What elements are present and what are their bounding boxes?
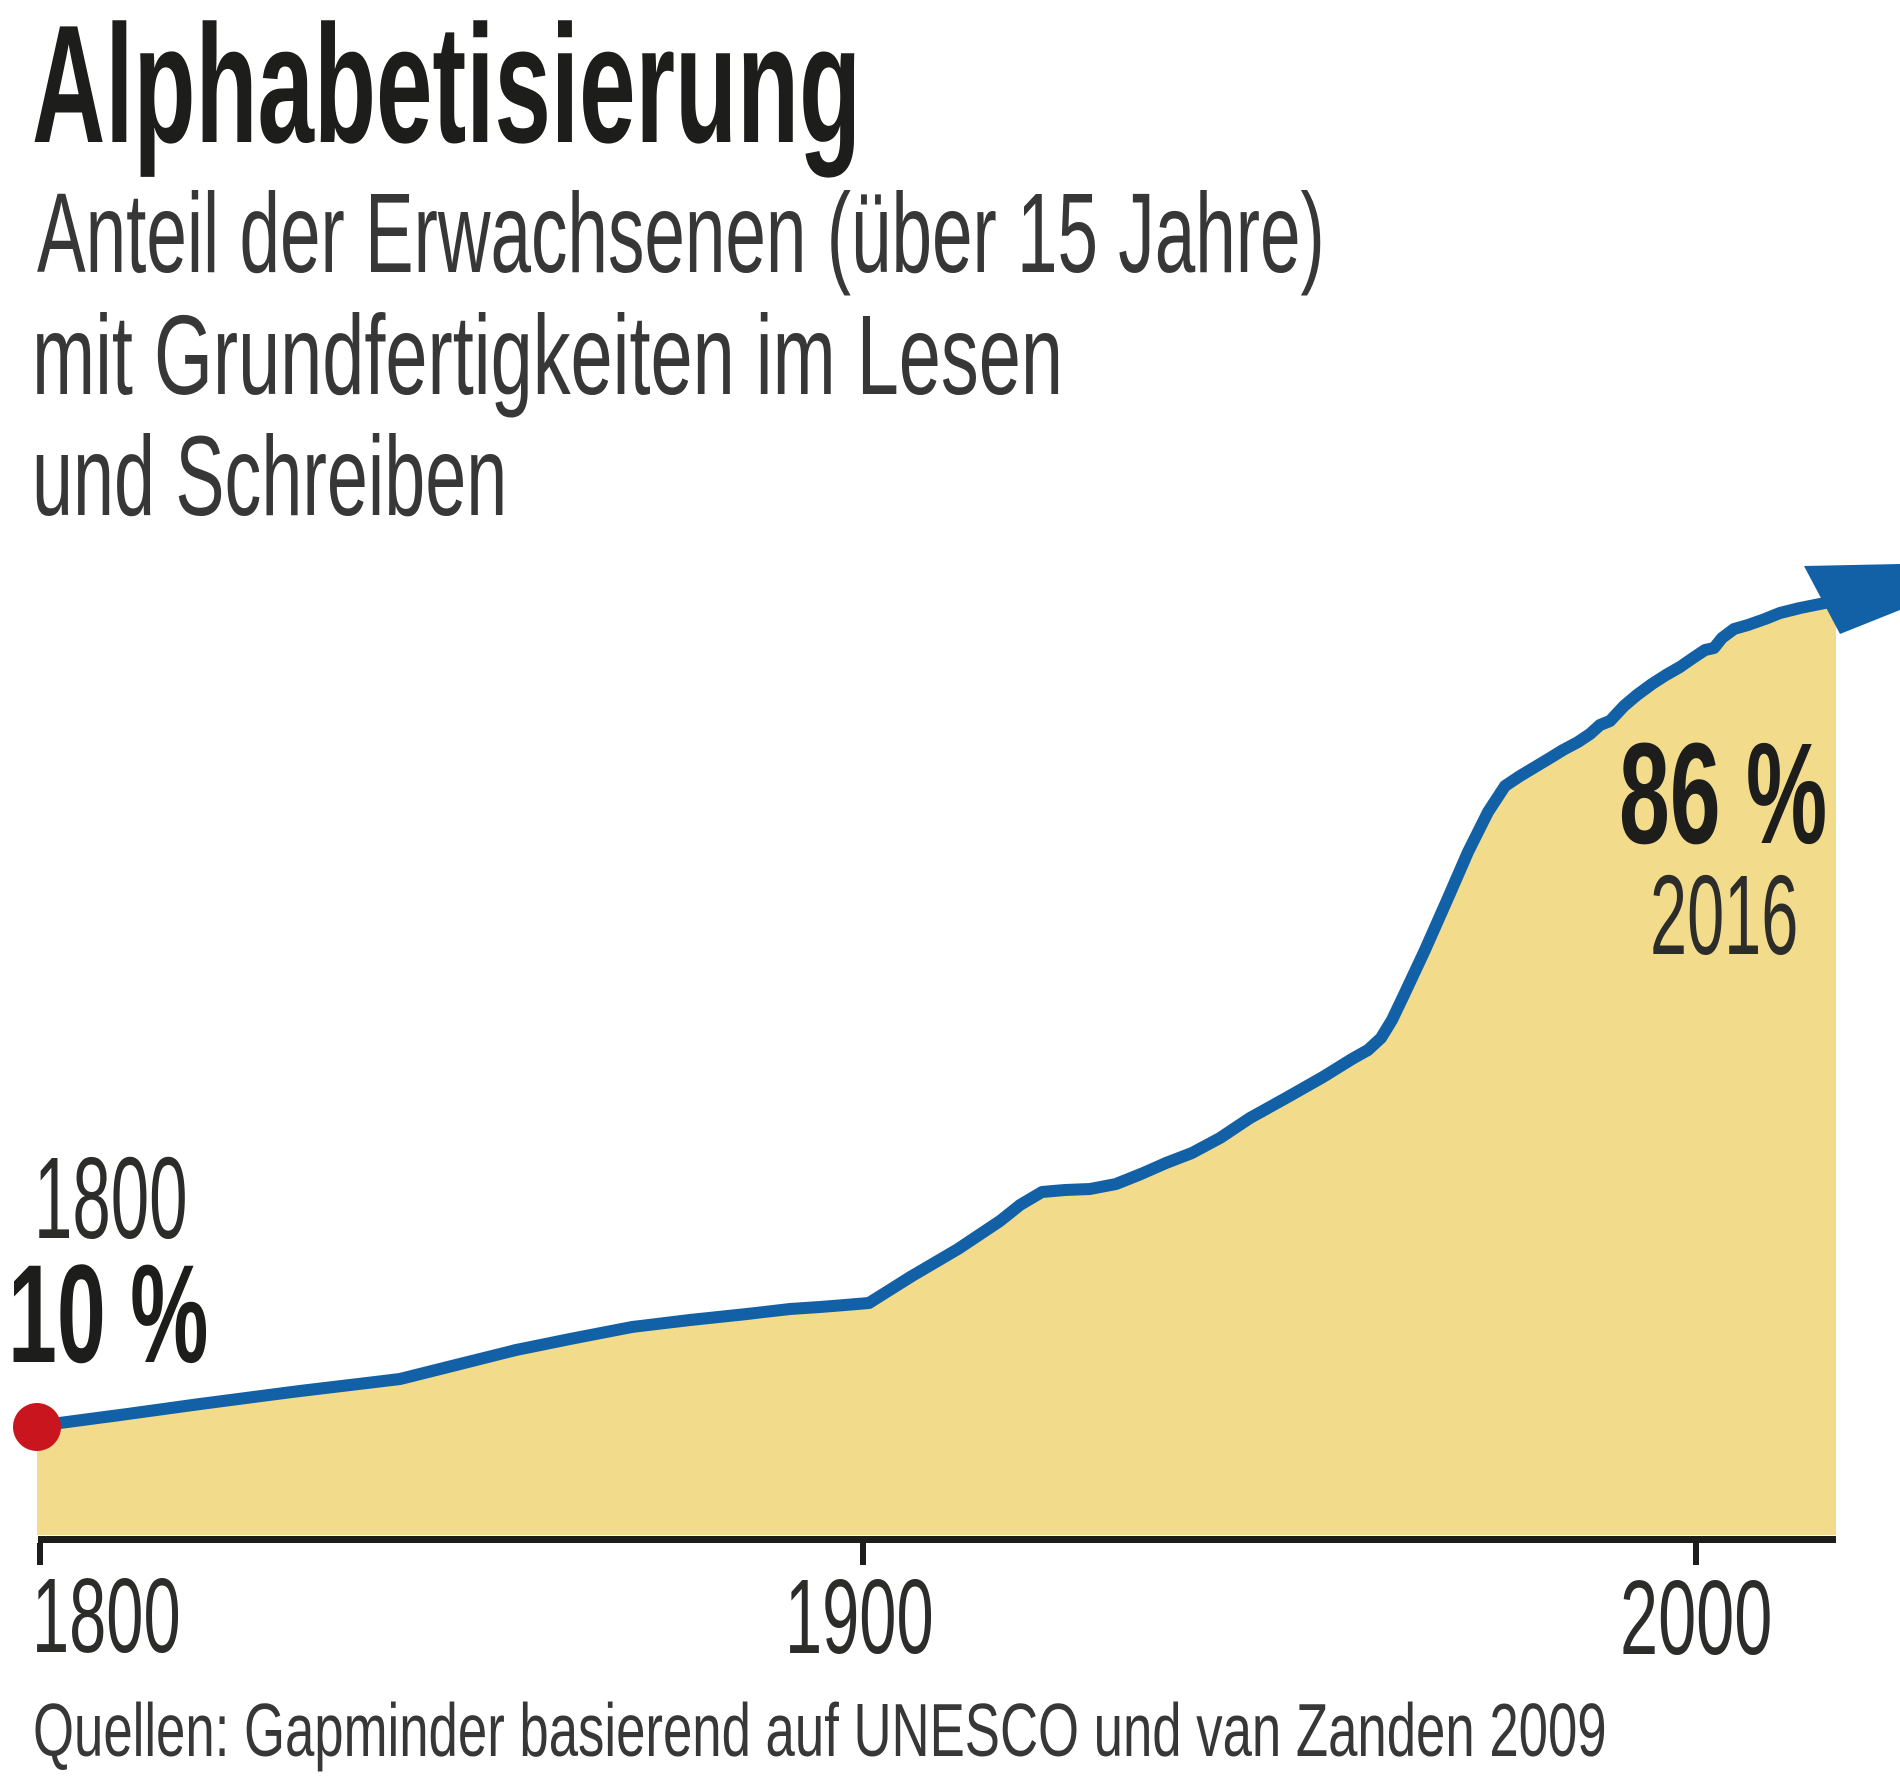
svg-text:2000: 2000 (1620, 1558, 1772, 1677)
svg-text:Alphabetisierung: Alphabetisierung (32, 0, 861, 178)
svg-text:1800: 1800 (34, 1135, 188, 1264)
svg-text:1900: 1900 (785, 1557, 934, 1675)
svg-text:10 %: 10 % (8, 1235, 208, 1392)
svg-text:2016: 2016 (1650, 852, 1798, 979)
svg-text:Quellen: Gapminder basierend a: Quellen: Gapminder basierend auf UNESCO … (33, 1688, 1607, 1772)
svg-text:86 %: 86 % (1619, 713, 1827, 874)
svg-text:Anteil der Erwachsenen (über 1: Anteil der Erwachsenen (über 15 Jahre) (37, 171, 1325, 297)
svg-text:mit Grundfertigkeiten im Lesen: mit Grundfertigkeiten im Lesen (32, 293, 1063, 419)
svg-text:und Schreiben: und Schreiben (32, 414, 507, 540)
svg-text:1800: 1800 (32, 1556, 181, 1674)
